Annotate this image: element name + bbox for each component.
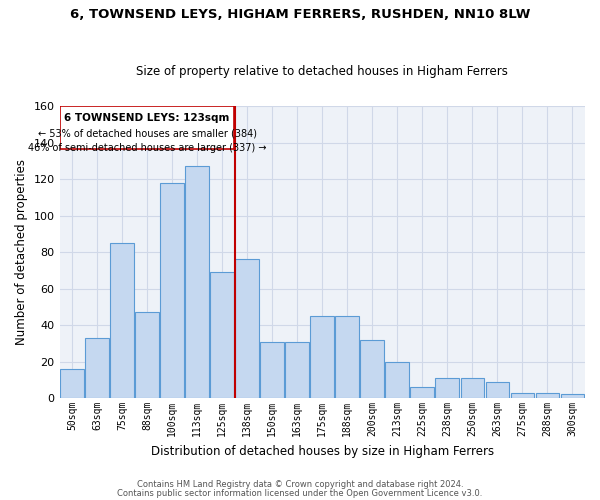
- Bar: [260, 342, 284, 398]
- Y-axis label: Number of detached properties: Number of detached properties: [15, 159, 28, 345]
- Bar: [485, 382, 509, 398]
- Bar: [60, 369, 84, 398]
- Text: 46% of semi-detached houses are larger (337) →: 46% of semi-detached houses are larger (…: [28, 144, 266, 154]
- Bar: [560, 394, 584, 398]
- Bar: [85, 338, 109, 398]
- Bar: [335, 316, 359, 398]
- Text: 6 TOWNSEND LEYS: 123sqm: 6 TOWNSEND LEYS: 123sqm: [64, 114, 230, 124]
- Bar: [185, 166, 209, 398]
- X-axis label: Distribution of detached houses by size in Higham Ferrers: Distribution of detached houses by size …: [151, 444, 494, 458]
- Text: Contains HM Land Registry data © Crown copyright and database right 2024.: Contains HM Land Registry data © Crown c…: [137, 480, 463, 489]
- Bar: [385, 362, 409, 398]
- Bar: [286, 342, 309, 398]
- Bar: [536, 392, 559, 398]
- Bar: [110, 243, 134, 398]
- Bar: [60, 106, 234, 149]
- Bar: [461, 378, 484, 398]
- Bar: [511, 392, 535, 398]
- Bar: [210, 272, 234, 398]
- Bar: [361, 340, 384, 398]
- Text: ← 53% of detached houses are smaller (384): ← 53% of detached houses are smaller (38…: [38, 129, 257, 139]
- Text: Contains public sector information licensed under the Open Government Licence v3: Contains public sector information licen…: [118, 489, 482, 498]
- Bar: [410, 387, 434, 398]
- Title: Size of property relative to detached houses in Higham Ferrers: Size of property relative to detached ho…: [136, 66, 508, 78]
- Bar: [235, 260, 259, 398]
- Bar: [160, 182, 184, 398]
- Text: 6, TOWNSEND LEYS, HIGHAM FERRERS, RUSHDEN, NN10 8LW: 6, TOWNSEND LEYS, HIGHAM FERRERS, RUSHDE…: [70, 8, 530, 20]
- Bar: [436, 378, 459, 398]
- Bar: [310, 316, 334, 398]
- Bar: [135, 312, 159, 398]
